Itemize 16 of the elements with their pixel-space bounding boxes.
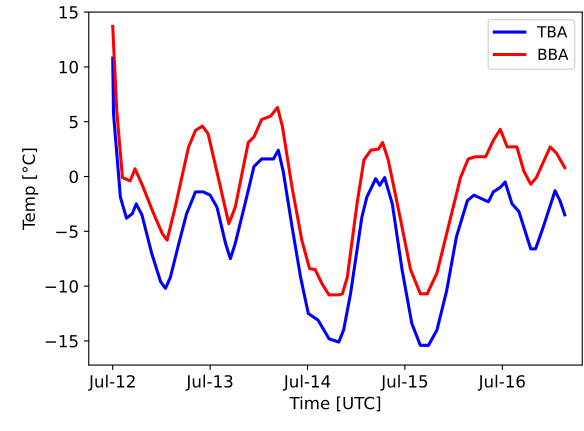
x-axis-title: Time [UTC] [289, 396, 380, 412]
y-tick-label: −10 [46, 280, 78, 293]
x-tick-label: Jul-12 [88, 374, 135, 391]
y-tick-label: −15 [46, 335, 78, 348]
y-tick-label: 10 [60, 60, 78, 74]
y-tick-label: 5 [70, 116, 78, 128]
y-axis-title: Temp [°C] [22, 148, 38, 230]
x-tick-label: Jul-15 [380, 374, 428, 391]
legend-label: TBA [537, 26, 568, 38]
legend-label: BBA [538, 48, 568, 60]
x-tick-label: Jul-16 [478, 374, 525, 391]
y-tick-label: 15 [60, 6, 78, 19]
y-tick-label: 0 [70, 170, 78, 184]
y-tick-label: −5 [56, 225, 78, 238]
x-tick-label: Jul-14 [282, 374, 330, 391]
x-tick-label: Jul-13 [186, 374, 232, 391]
